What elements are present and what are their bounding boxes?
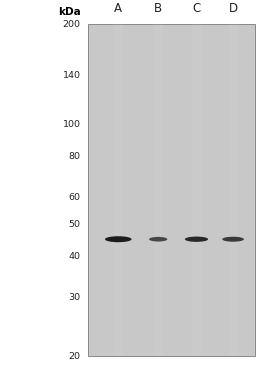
Ellipse shape bbox=[222, 237, 244, 242]
Ellipse shape bbox=[105, 236, 132, 242]
Text: 140: 140 bbox=[63, 71, 81, 80]
Text: kDa: kDa bbox=[58, 7, 81, 17]
Text: 100: 100 bbox=[63, 119, 81, 129]
Text: 40: 40 bbox=[69, 252, 81, 261]
Bar bbox=[114, 24, 123, 356]
Text: 30: 30 bbox=[69, 293, 81, 302]
Text: D: D bbox=[229, 2, 238, 15]
Bar bbox=[154, 24, 163, 356]
Text: C: C bbox=[192, 2, 201, 15]
Text: 200: 200 bbox=[63, 20, 81, 29]
Text: 80: 80 bbox=[69, 152, 81, 161]
Bar bbox=[88, 24, 255, 356]
Text: A: A bbox=[114, 2, 122, 15]
Text: 60: 60 bbox=[69, 193, 81, 202]
Bar bbox=[192, 24, 201, 356]
Bar bbox=[229, 24, 238, 356]
Text: 50: 50 bbox=[69, 220, 81, 229]
Text: 20: 20 bbox=[69, 352, 81, 361]
Text: B: B bbox=[154, 2, 162, 15]
Ellipse shape bbox=[185, 237, 208, 242]
Ellipse shape bbox=[149, 237, 167, 242]
